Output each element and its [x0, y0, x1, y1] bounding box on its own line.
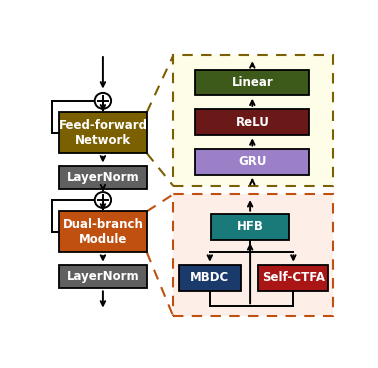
Text: Feed-forward
Network: Feed-forward Network — [59, 119, 147, 147]
Text: GRU: GRU — [238, 155, 266, 168]
Text: LayerNorm: LayerNorm — [67, 171, 139, 184]
Text: LayerNorm: LayerNorm — [67, 270, 139, 283]
FancyBboxPatch shape — [195, 149, 310, 174]
FancyBboxPatch shape — [59, 265, 147, 288]
FancyBboxPatch shape — [195, 109, 310, 135]
FancyBboxPatch shape — [59, 112, 147, 153]
FancyBboxPatch shape — [211, 214, 289, 240]
FancyBboxPatch shape — [173, 56, 333, 186]
FancyBboxPatch shape — [179, 265, 240, 291]
Text: Self-CTFA: Self-CTFA — [262, 272, 325, 284]
FancyBboxPatch shape — [195, 70, 310, 95]
Text: Dual-branch
Module: Dual-branch Module — [62, 218, 143, 246]
FancyBboxPatch shape — [59, 166, 147, 189]
FancyBboxPatch shape — [258, 265, 328, 291]
FancyBboxPatch shape — [59, 211, 147, 252]
Text: ReLU: ReLU — [235, 116, 269, 128]
Text: MBDC: MBDC — [190, 272, 229, 284]
Text: HFB: HFB — [237, 220, 263, 233]
FancyBboxPatch shape — [173, 194, 333, 316]
Text: Linear: Linear — [231, 76, 273, 89]
